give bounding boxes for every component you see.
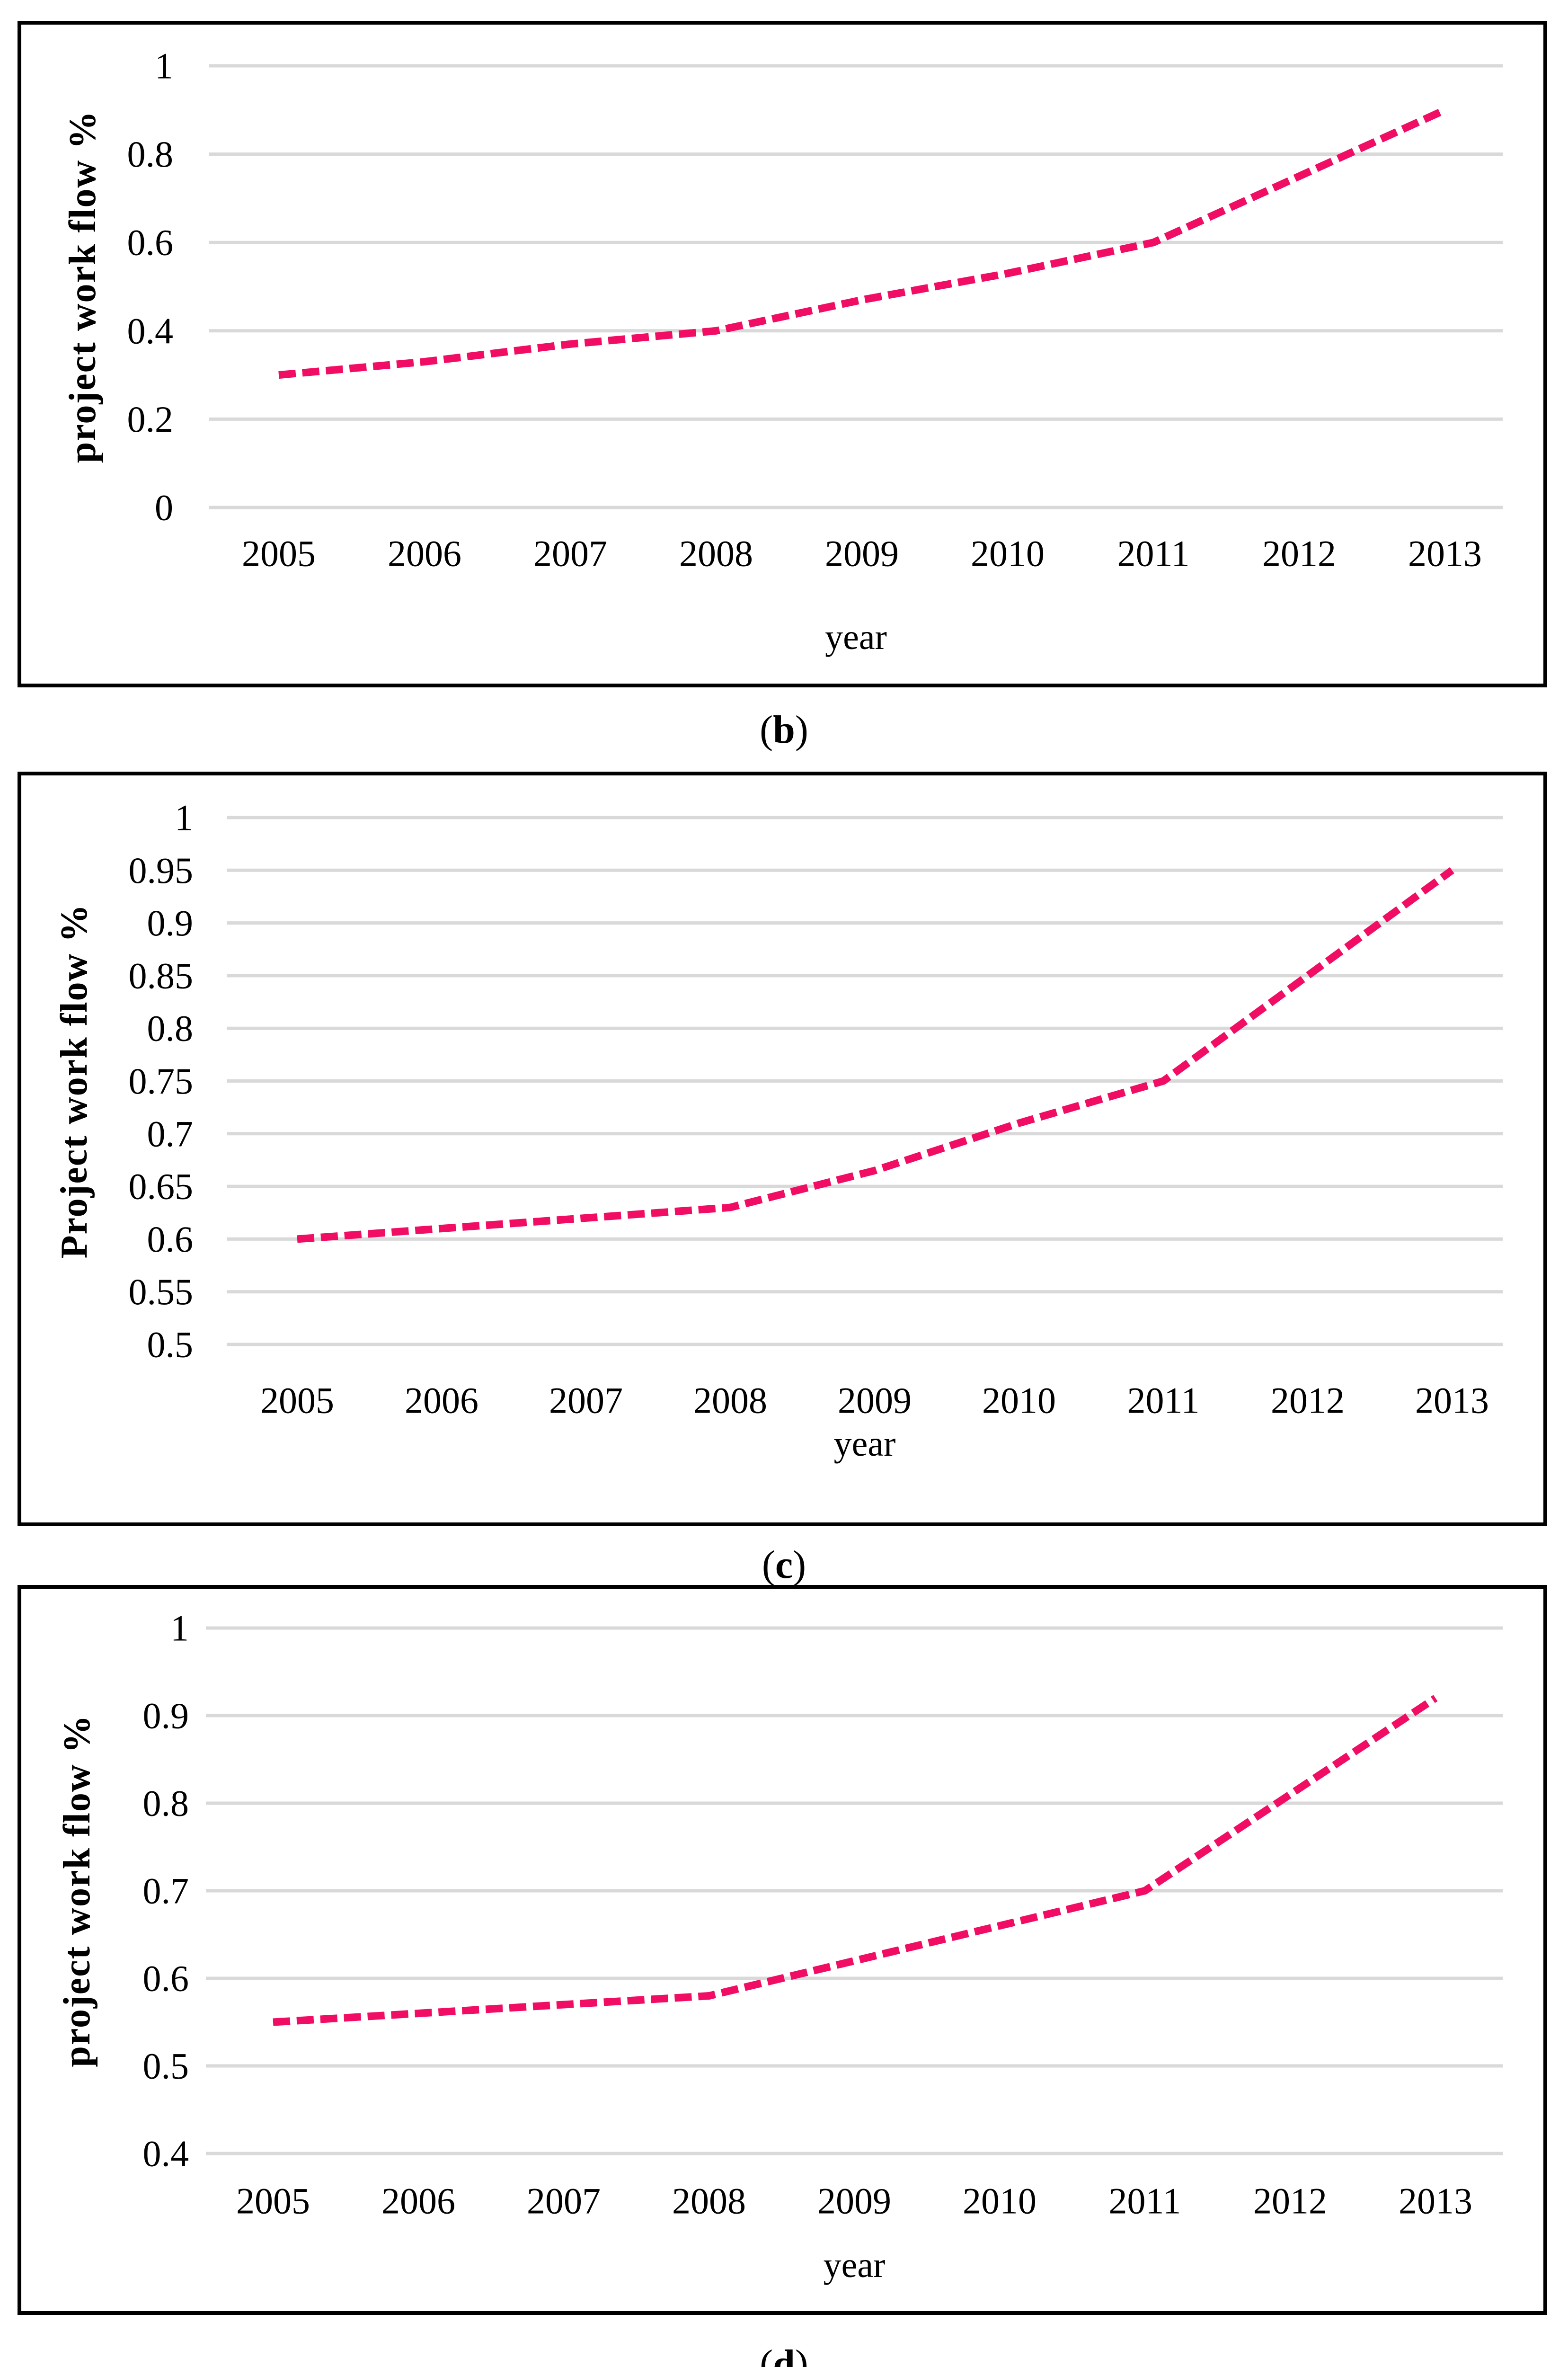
y-tick-label: 1 (175, 797, 193, 838)
y-tick-label: 0.6 (147, 1219, 194, 1260)
series-line (297, 867, 1454, 1243)
x-tick-label: 2006 (381, 2180, 455, 2222)
y-tick-label: 0.5 (143, 2046, 189, 2087)
x-tick-label: 2008 (679, 533, 753, 574)
y-tick-label: 0.8 (147, 1008, 194, 1049)
chart-c-canvas: 1 0.95 0.9 0.85 0.8 0.75 0.7 0.65 0.6 0.55 0.5 2005… (53, 797, 1503, 1464)
y-tick-label: 0.95 (129, 850, 194, 891)
y-tick-label: 0.65 (129, 1166, 194, 1207)
y-tick-label: 1 (155, 45, 173, 87)
subfigure-b: 1 0.8 0.6 0.4 0.2 0 2005 2006 2007 2008 2009 2010 20… (18, 21, 1547, 687)
caption-c-close-paren: ) (793, 1543, 806, 1587)
x-tick-label: 2007 (533, 533, 607, 574)
y-tick-label: 0.85 (129, 955, 194, 996)
caption-c-open-paren: ( (762, 1543, 775, 1587)
x-tick-label: 2009 (825, 533, 899, 574)
y-tick-label: 0.8 (143, 1783, 189, 1824)
x-axis-title: year (834, 1424, 896, 1464)
caption-d-open-paren: ( (760, 2342, 773, 2367)
subfigure-d-caption: (d) (0, 2338, 1568, 2367)
y-axis-title: project work flow % (62, 110, 104, 463)
caption-b-open-paren: ( (760, 708, 773, 752)
x-tick-labels: 2005 2006 2007 2008 2009 2010 2011 2012 2013 (260, 1380, 1489, 1421)
y-tick-label: 0.6 (127, 222, 174, 263)
y-tick-label: 0.4 (127, 310, 174, 351)
x-tick-label: 2013 (1399, 2180, 1472, 2222)
x-tick-labels: 2005 2006 2007 2008 2009 2010 2011 2012 2013 (236, 2180, 1472, 2222)
subfigure-c: 1 0.95 0.9 0.85 0.8 0.75 0.7 0.65 0.6 0.55 0.5 2005… (18, 772, 1547, 1526)
subfigure-d: 1 0.9 0.8 0.7 0.6 0.5 0.4 2005 2006 2007 2008 2009 2… (18, 1585, 1547, 2315)
x-tick-label: 2005 (242, 533, 316, 574)
y-tick-label: 0.2 (127, 399, 174, 440)
x-tick-label: 2006 (388, 533, 461, 574)
y-tick-label: 0.75 (129, 1060, 194, 1102)
x-tick-label: 2009 (817, 2180, 891, 2222)
gridlines (206, 1626, 1503, 2155)
series-line (278, 107, 1447, 379)
y-tick-label: 0.7 (147, 1113, 194, 1154)
x-tick-label: 2012 (1253, 2180, 1327, 2222)
y-tick-labels: 1 0.9 0.8 0.7 0.6 0.5 0.4 (143, 1608, 189, 2174)
x-tick-label: 2005 (236, 2180, 310, 2222)
y-tick-label: 0.5 (147, 1324, 194, 1365)
y-axis-title: Project work flow % (53, 904, 95, 1259)
x-tick-label: 2010 (982, 1380, 1056, 1421)
y-axis-title: project work flow % (56, 1714, 98, 2067)
caption-d-close-paren: ) (795, 2342, 808, 2367)
x-tick-label: 2008 (693, 1380, 767, 1421)
gridlines (209, 64, 1503, 509)
x-tick-label: 2013 (1415, 1380, 1489, 1421)
x-tick-label: 2005 (260, 1380, 334, 1421)
caption-b-letter: b (773, 708, 795, 752)
y-tick-label: 0.4 (143, 2133, 189, 2174)
x-tick-label: 2010 (963, 2180, 1036, 2222)
gridlines (227, 816, 1503, 1346)
subfigure-b-caption: (b) (0, 703, 1568, 756)
y-tick-label: 0.7 (143, 1870, 189, 1912)
y-tick-label: 1 (170, 1608, 189, 1649)
x-tick-labels: 2005 2006 2007 2008 2009 2010 2011 2012 2013 (242, 533, 1482, 574)
x-tick-label: 2011 (1117, 533, 1189, 574)
caption-b-close-paren: ) (795, 708, 808, 752)
x-tick-label: 2012 (1262, 533, 1336, 574)
x-tick-label: 2009 (838, 1380, 912, 1421)
y-tick-labels: 1 0.95 0.9 0.85 0.8 0.75 0.7 0.65 0.6 0.55 0.5 (129, 797, 194, 1365)
y-tick-label: 0.8 (127, 133, 174, 175)
x-tick-label: 2011 (1127, 1380, 1199, 1421)
x-axis-title: year (824, 2245, 886, 2285)
x-tick-label: 2012 (1271, 1380, 1345, 1421)
caption-c-letter: c (775, 1543, 793, 1587)
series-line (273, 1695, 1438, 2026)
y-tick-label: 0.6 (143, 1958, 189, 1999)
subfigure-c-caption: (c) (0, 1539, 1568, 1592)
x-tick-label: 2013 (1408, 533, 1482, 574)
y-tick-label: 0.9 (143, 1695, 189, 1736)
x-tick-label: 2006 (405, 1380, 478, 1421)
x-axis-title: year (825, 617, 887, 657)
y-tick-label: 0.9 (147, 902, 194, 943)
x-tick-label: 2010 (971, 533, 1045, 574)
x-tick-label: 2007 (527, 2180, 601, 2222)
y-tick-label: 0 (155, 487, 173, 528)
x-tick-label: 2007 (549, 1380, 623, 1421)
x-tick-label: 2008 (672, 2180, 746, 2222)
y-tick-label: 0.55 (129, 1271, 194, 1312)
caption-d-letter: d (773, 2342, 795, 2367)
x-tick-label: 2011 (1108, 2180, 1181, 2222)
y-tick-labels: 1 0.8 0.6 0.4 0.2 0 (127, 45, 174, 528)
